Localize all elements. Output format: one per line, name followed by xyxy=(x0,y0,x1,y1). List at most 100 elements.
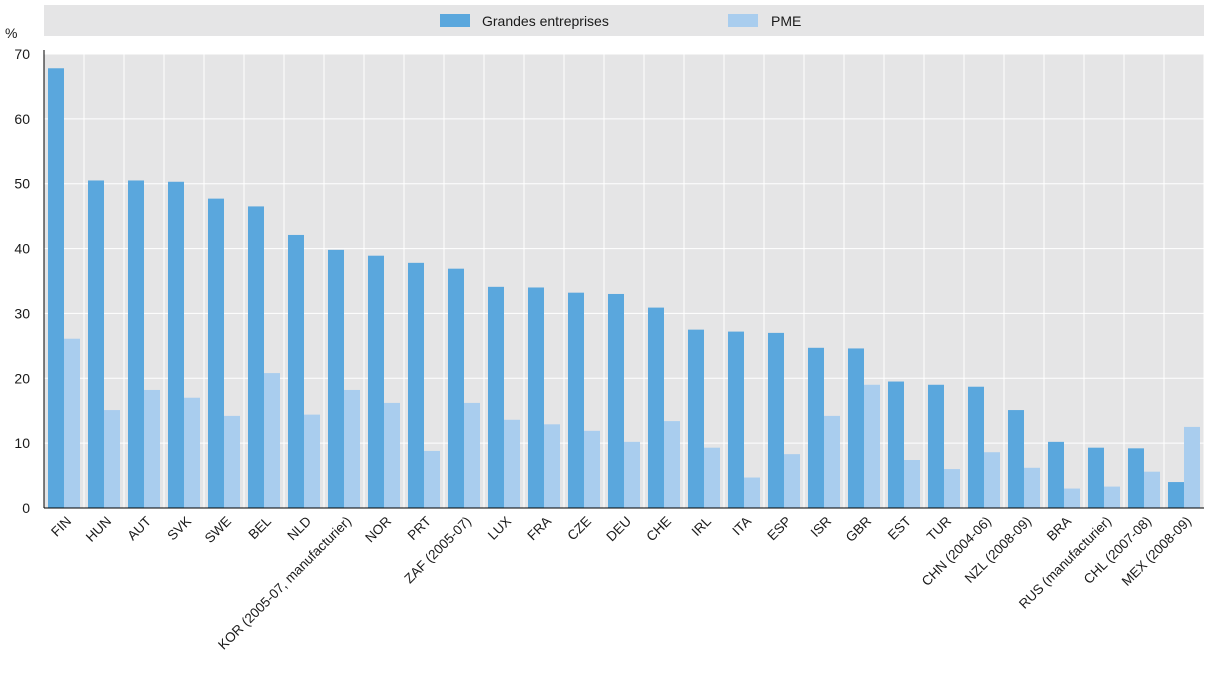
bar-pme xyxy=(624,441,640,508)
y-tick-label: 20 xyxy=(14,370,30,386)
legend-swatch xyxy=(440,14,470,27)
bar-grandes-entreprises xyxy=(1128,448,1144,508)
bar-pme xyxy=(904,460,920,508)
bar-grandes-entreprises xyxy=(128,180,144,508)
bar-grandes-entreprises xyxy=(688,329,704,508)
bar-pme xyxy=(744,477,760,508)
bar-pme xyxy=(144,389,160,508)
bar-pme xyxy=(424,450,440,508)
y-tick-label: 40 xyxy=(14,241,30,257)
bar-grandes-entreprises xyxy=(448,268,464,508)
bar-grandes-entreprises xyxy=(728,331,744,508)
x-tick-label: BRA xyxy=(1044,514,1074,544)
bar-pme xyxy=(1144,471,1160,508)
x-tick-label: KOR (2005-07, manufacturier) xyxy=(215,514,354,653)
bar-grandes-entreprises xyxy=(928,384,944,508)
axes xyxy=(43,50,1204,509)
bar-pme xyxy=(984,452,1000,508)
x-tick-label: LUX xyxy=(485,514,514,543)
x-tick-label: AUT xyxy=(124,514,154,544)
x-tick-label: ISR xyxy=(808,513,835,540)
x-tick-label: SWE xyxy=(202,514,234,546)
x-tick-label: PRT xyxy=(405,514,435,544)
bar-pme xyxy=(344,389,360,508)
bar-grandes-entreprises xyxy=(648,307,664,508)
bar-pme xyxy=(704,447,720,508)
x-tick-label: HUN xyxy=(83,514,114,545)
bar-grandes-entreprises xyxy=(1048,441,1064,508)
legend-label: Grandes entreprises xyxy=(482,13,609,29)
bar-pme xyxy=(224,415,240,508)
bar-grandes-entreprises xyxy=(1008,410,1024,508)
bar-pme xyxy=(264,373,280,508)
legend: Grandes entreprises PME xyxy=(440,13,801,29)
bar-grandes-entreprises xyxy=(168,181,184,509)
x-tick-label: BEL xyxy=(245,513,274,542)
bar-grandes-entreprises xyxy=(1088,447,1104,508)
bar-grandes-entreprises xyxy=(288,234,304,509)
x-tick-label: EST xyxy=(885,514,914,543)
bar-pme xyxy=(1064,488,1080,508)
legend-background xyxy=(44,5,1204,36)
bar-grandes-entreprises xyxy=(88,180,104,508)
bar-grandes-entreprises xyxy=(208,198,224,509)
legend-swatch xyxy=(728,14,758,27)
x-tick-label: CZE xyxy=(564,514,594,544)
bar-grandes-entreprises xyxy=(48,68,64,509)
y-tick-labels: 0 10 20 30 40 50 60 70 xyxy=(14,46,30,516)
bar-grandes-entreprises xyxy=(968,386,984,508)
bar-pme xyxy=(1024,467,1040,508)
x-tick-label: CHN (2004-06) xyxy=(919,514,994,589)
x-tick-label: TUR xyxy=(924,513,954,543)
x-tick-label: IRL xyxy=(689,513,715,539)
bar-grandes-entreprises xyxy=(608,293,624,508)
bar-pme xyxy=(824,415,840,508)
bar-grandes-entreprises xyxy=(848,348,864,508)
bar-pme xyxy=(104,410,120,508)
x-tick-label: DEU xyxy=(603,514,634,545)
bars xyxy=(48,68,1200,509)
bar-grandes-entreprises xyxy=(248,206,264,508)
bar-pme xyxy=(664,421,680,508)
bar-pme xyxy=(584,430,600,508)
x-tick-label: NOR xyxy=(362,513,394,545)
x-tick-label: FIN xyxy=(48,514,74,540)
y-tick-label: 30 xyxy=(14,305,30,321)
bar-grandes-entreprises xyxy=(328,249,344,508)
y-tick-label: 10 xyxy=(14,435,30,451)
bar-grandes-entreprises xyxy=(888,381,904,508)
x-tick-label: GBR xyxy=(843,513,874,544)
bar-pme xyxy=(184,397,200,508)
y-tick-label: 60 xyxy=(14,111,30,127)
x-tick-label: FRA xyxy=(524,514,554,544)
bar-grandes-entreprises xyxy=(808,347,824,508)
x-tick-label: ITA xyxy=(729,514,754,539)
bar-pme xyxy=(1184,426,1200,508)
x-tick-label: ESP xyxy=(764,514,794,544)
bar-pme xyxy=(384,402,400,508)
bar-pme xyxy=(64,338,80,508)
legend-label: PME xyxy=(771,13,801,29)
bar-pme xyxy=(304,414,320,508)
x-tick-label: MEX (2008-09) xyxy=(1119,514,1194,589)
bar-pme xyxy=(544,424,560,508)
bar-grandes-entreprises xyxy=(408,262,424,508)
bar-grandes-entreprises xyxy=(768,332,784,508)
y-tick-label: 50 xyxy=(14,176,30,192)
y-tick-label: 70 xyxy=(14,46,30,62)
x-tick-label: CHE xyxy=(643,514,674,545)
x-tick-label: SVK xyxy=(164,514,194,544)
bar-pme xyxy=(784,454,800,508)
bar-pme xyxy=(944,469,960,508)
y-tick-label: 0 xyxy=(22,500,30,516)
bar-grandes-entreprises xyxy=(488,286,504,508)
bar-pme xyxy=(1104,486,1120,508)
bar-grandes-entreprises xyxy=(1168,482,1184,508)
bar-pme xyxy=(464,402,480,508)
bar-grandes-entreprises xyxy=(368,255,384,508)
y-axis-unit-label: % xyxy=(5,25,17,41)
bar-pme xyxy=(504,419,520,508)
bar-pme xyxy=(864,384,880,508)
